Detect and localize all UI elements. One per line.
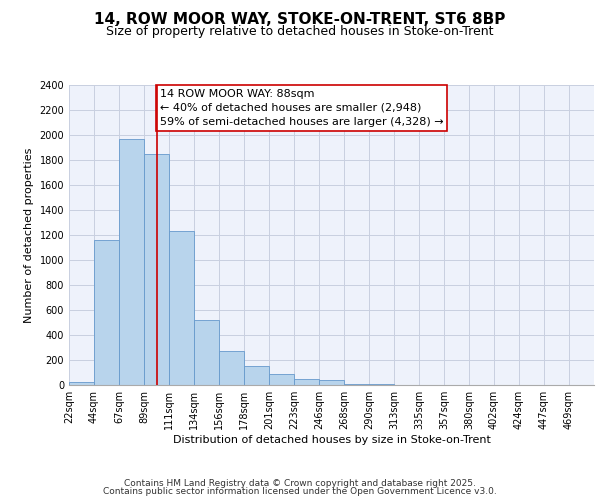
Bar <box>269 374 294 385</box>
Y-axis label: Number of detached properties: Number of detached properties <box>24 148 34 322</box>
Bar <box>319 380 344 385</box>
Bar <box>69 382 94 385</box>
Bar <box>369 384 394 385</box>
Text: 14 ROW MOOR WAY: 88sqm
← 40% of detached houses are smaller (2,948)
59% of semi-: 14 ROW MOOR WAY: 88sqm ← 40% of detached… <box>160 89 443 126</box>
Text: Contains HM Land Registry data © Crown copyright and database right 2025.: Contains HM Land Registry data © Crown c… <box>124 478 476 488</box>
Bar <box>94 240 119 385</box>
Bar <box>344 384 369 385</box>
Bar <box>194 320 219 385</box>
Bar <box>169 230 194 385</box>
Bar <box>219 350 244 385</box>
Text: Size of property relative to detached houses in Stoke-on-Trent: Size of property relative to detached ho… <box>106 25 494 38</box>
Text: Contains public sector information licensed under the Open Government Licence v3: Contains public sector information licen… <box>103 487 497 496</box>
Bar <box>294 380 319 385</box>
Bar <box>144 154 169 385</box>
Text: 14, ROW MOOR WAY, STOKE-ON-TRENT, ST6 8BP: 14, ROW MOOR WAY, STOKE-ON-TRENT, ST6 8B… <box>94 12 506 28</box>
Bar <box>244 366 269 385</box>
X-axis label: Distribution of detached houses by size in Stoke-on-Trent: Distribution of detached houses by size … <box>173 435 490 445</box>
Bar <box>119 138 144 385</box>
